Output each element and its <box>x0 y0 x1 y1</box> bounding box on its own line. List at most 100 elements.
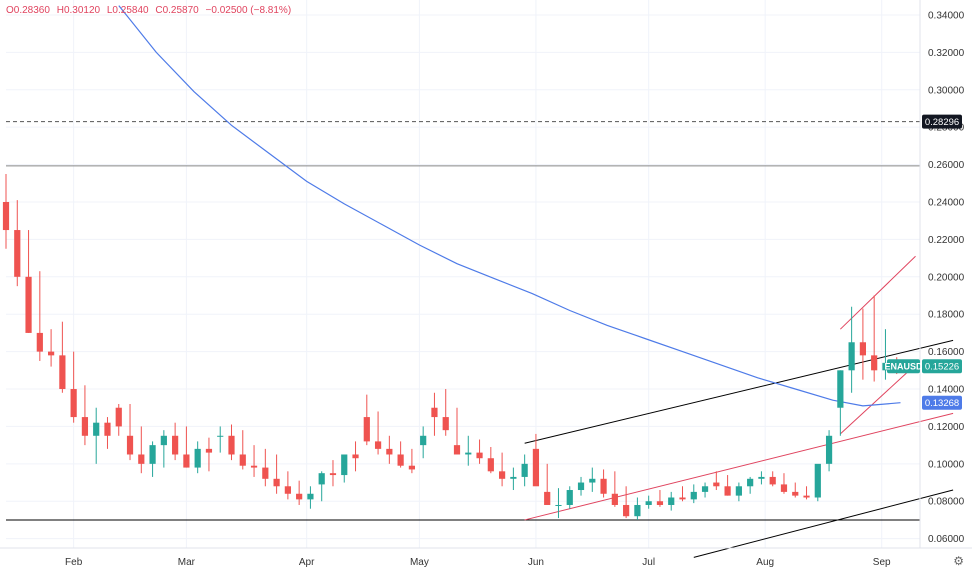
y-tick-label: 0.12000 <box>928 422 965 433</box>
candle-body <box>724 486 731 496</box>
candle-body <box>814 463 821 498</box>
candle-body <box>138 454 145 464</box>
price-tag <box>922 395 962 410</box>
candle-body <box>104 422 111 436</box>
candle-body <box>532 448 540 487</box>
candle-body <box>882 362 889 371</box>
candle-body <box>205 448 213 453</box>
candle-body <box>81 417 89 436</box>
candle-body <box>70 389 77 418</box>
candle-body <box>825 435 833 464</box>
candle-body <box>183 454 190 468</box>
candle-body <box>566 490 573 505</box>
x-month-label: May <box>410 557 429 568</box>
candle-body <box>25 276 32 333</box>
candle-body <box>453 445 461 455</box>
trend-line <box>524 412 954 521</box>
trend-line <box>840 255 916 330</box>
moving-average-line <box>118 5 901 407</box>
change-value: −0.02500 (−8.81%) <box>205 5 292 16</box>
candle-body <box>679 497 686 500</box>
candle-body <box>634 504 641 517</box>
candle-body <box>780 484 788 492</box>
y-tick-label: 0.20000 <box>928 272 965 283</box>
candle-body <box>544 491 551 505</box>
candle-body <box>296 493 303 500</box>
gear-icon[interactable]: ⚙ <box>953 554 964 568</box>
x-month-label: Jun <box>528 557 544 568</box>
candle-body <box>611 493 618 505</box>
candle-body <box>341 454 348 476</box>
candle-body <box>2 201 10 231</box>
symbol-tag <box>887 359 920 374</box>
price-tag-label: 0.28296 <box>925 117 959 128</box>
trend-line <box>840 364 916 435</box>
candle-body <box>273 478 280 487</box>
candle-body <box>363 417 370 442</box>
candle-body <box>115 407 122 427</box>
candle-body <box>228 435 235 455</box>
candle-body <box>623 504 630 517</box>
candle-body <box>420 435 427 446</box>
candle-body <box>645 501 652 505</box>
candle-body <box>498 471 506 479</box>
candle-body <box>217 435 224 437</box>
candle-body <box>577 482 585 491</box>
high-value: H0.30120 <box>56 5 101 16</box>
candle-body <box>408 465 416 470</box>
x-month-label: Aug <box>756 557 774 568</box>
candle-body <box>160 435 167 446</box>
candle-body <box>239 454 246 466</box>
price-tag-label: 0.15226 <box>925 362 959 373</box>
candle-body <box>690 491 697 500</box>
candle-body <box>329 473 337 476</box>
symbol-tag-label: ENAUSD <box>884 362 923 372</box>
candle-body <box>352 454 359 459</box>
candle-body <box>589 478 596 483</box>
x-month-label: Feb <box>65 557 83 568</box>
y-tick-label: 0.34000 <box>928 10 965 21</box>
candle-body <box>701 486 709 492</box>
candle-body <box>656 501 664 505</box>
candle-body <box>47 351 55 356</box>
price-tag-label: 0.13268 <box>925 398 959 409</box>
candle-body <box>837 370 844 408</box>
candle-body <box>431 407 438 418</box>
ohlc-header: O0.28360 H0.30120 L0.25840 C0.25870 −0.0… <box>6 5 295 16</box>
trend-line <box>693 489 954 558</box>
candle-body <box>149 445 156 464</box>
candle-body <box>769 476 776 485</box>
candle-body <box>14 230 21 277</box>
y-tick-label: 0.18000 <box>928 310 965 321</box>
candle-body <box>848 342 855 371</box>
candle-body <box>758 476 765 479</box>
candle-body <box>374 441 382 449</box>
candle-body <box>126 435 134 455</box>
candle-body <box>521 463 528 477</box>
y-tick-label: 0.24000 <box>928 197 965 208</box>
x-month-label: Apr <box>299 557 315 568</box>
y-tick-label: 0.06000 <box>928 534 965 545</box>
y-tick-label: 0.16000 <box>928 347 965 358</box>
candle-body <box>871 355 878 371</box>
y-tick-label: 0.32000 <box>928 48 965 59</box>
x-month-label: Sep <box>873 557 891 568</box>
candle-body <box>803 495 810 498</box>
candle-body <box>307 493 314 500</box>
x-month-label: Mar <box>178 557 196 568</box>
candle-body <box>792 491 799 496</box>
candle-body <box>476 452 483 459</box>
candle-body <box>194 448 201 468</box>
candle-body <box>600 478 607 494</box>
candle-body <box>59 355 66 390</box>
low-value: L0.25840 <box>106 5 149 16</box>
y-tick-label: 0.26000 <box>928 160 965 171</box>
candle-body <box>262 467 269 479</box>
candle-body <box>250 465 258 468</box>
y-tick-label: 0.10000 <box>928 459 965 470</box>
candle-body <box>487 458 494 472</box>
open-value: O0.28360 <box>6 5 50 16</box>
candle-body <box>386 448 393 455</box>
